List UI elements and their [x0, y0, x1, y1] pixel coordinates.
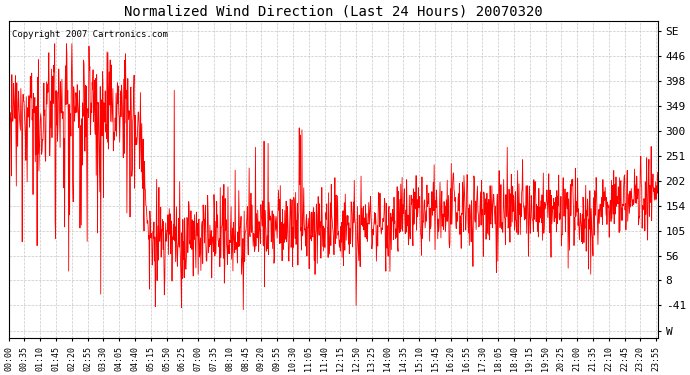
Text: Copyright 2007 Cartronics.com: Copyright 2007 Cartronics.com — [12, 30, 168, 39]
Title: Normalized Wind Direction (Last 24 Hours) 20070320: Normalized Wind Direction (Last 24 Hours… — [124, 4, 542, 18]
